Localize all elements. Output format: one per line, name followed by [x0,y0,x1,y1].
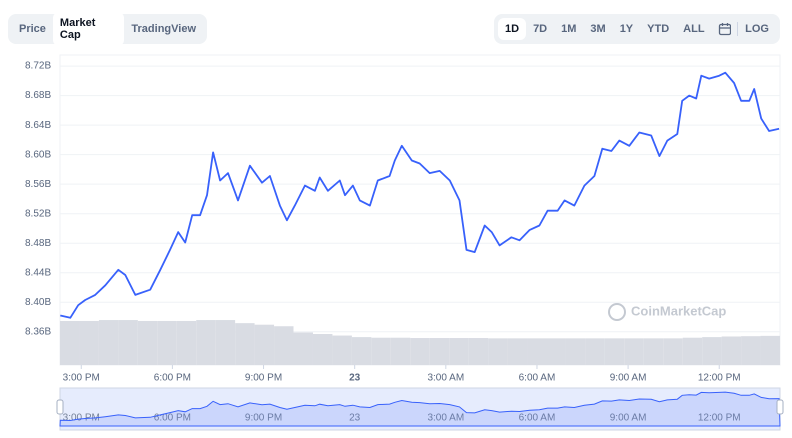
volume-bar [98,320,119,365]
volume-bar [527,338,547,365]
navigator-handle-left [56,399,64,415]
range-1y[interactable]: 1Y [619,23,634,35]
range-all[interactable]: ALL [683,23,705,35]
volume-bar [118,320,138,365]
y-tick-label: 8.56B [25,179,51,190]
volume-bar [682,337,703,365]
volume-bar [371,337,391,365]
divider [737,22,739,36]
plot: 8.36B 8.40B 8.44B 8.48B 8.52B 8.56B 8.60B 8.64B… [25,54,784,431]
x-tick-label: 12:00 PM [698,373,741,384]
range-ytd[interactable]: YTD [647,23,670,35]
x-tick-label: 9:00 PM [245,373,282,384]
volume-bar [196,320,216,365]
y-tick-label: 8.52B [25,208,51,219]
volume-bar [449,338,469,365]
volume-bar [663,338,683,365]
tab-price[interactable]: Price [19,23,46,35]
watermark-text: CoinMarketCap [631,303,726,318]
volume-bar [702,337,722,365]
volume-bar [546,338,566,365]
plot-border [59,54,781,366]
navigator-area [59,391,781,427]
volume-bar [351,337,372,365]
x-tick-label: 6:00 PM [154,373,191,384]
range-1d[interactable]: 1D [498,18,527,40]
volume-bar [235,323,255,365]
navigator-label: 6:00 PM [154,413,191,424]
watermark: CoinMarketCap [608,303,726,321]
y-tick-label: 8.60B [25,149,51,160]
view-tabs: Price Market Cap TradingView [8,12,207,46]
price-line [60,71,780,319]
volume-bar [468,338,489,365]
volume-bar [585,338,605,365]
navigator-label: 3:00 AM [427,413,464,424]
volume-bar [137,320,158,365]
tab-market-cap[interactable]: Market Cap [52,12,125,46]
y-tick-label: 8.36B [25,326,51,337]
volume-bar [157,320,177,365]
volume-bar [274,326,294,365]
volume-bar [565,338,586,365]
volume-bar [312,334,333,365]
y-tick-label: 8.40B [25,297,51,308]
x-tick-label: 3:00 AM [427,373,464,384]
volume-bar [176,320,197,365]
volume-bar [721,336,742,365]
tab-tradingview[interactable]: TradingView [131,23,196,35]
x-tick-label: 9:00 AM [610,373,647,384]
volume-bar [760,335,780,365]
navigator-label: 9:00 AM [610,413,647,424]
navigator-label: 9:00 PM [245,413,282,424]
volume-bar [215,320,236,365]
x-tick-label: 3:00 PM [63,373,100,384]
volume-bar [741,336,761,365]
navigator-handle-right [776,399,784,415]
volume-bar [60,320,80,365]
y-tick-label: 8.48B [25,238,51,249]
navigator-label: 6:00 AM [519,413,556,424]
volume-bar [604,338,625,365]
navigator [59,387,781,431]
volume-bar [254,324,275,365]
range-1m[interactable]: 1M [561,23,577,35]
volume-bar [624,338,644,365]
volume-bar [507,338,528,365]
navigator-label: 23 [349,413,361,424]
navigator-label: 12:00 PM [698,413,741,424]
y-tick-label: 8.72B [25,61,51,72]
volume-bar [410,338,430,365]
y-tick-label: 8.44B [25,267,51,278]
y-tick-label: 8.68B [25,90,51,101]
navigator-label: 3:00 PM [63,413,100,424]
volume-bar [429,338,450,365]
volume-bar [643,338,664,365]
volume-bar [488,338,508,365]
y-tick-label: 8.64B [25,120,51,131]
log-toggle[interactable]: LOG [745,23,769,35]
volume-bar [79,320,99,365]
x-tick-label: 23 [349,373,361,384]
range-tabs: 1D 7D 1M 3M 1Y YTD ALL LOG [494,14,780,44]
volume-bar [293,332,313,365]
range-3m[interactable]: 3M [590,23,606,35]
calendar-icon[interactable] [718,22,732,36]
x-tick-label: 6:00 AM [519,373,556,384]
volume-bar [332,335,352,365]
range-7d[interactable]: 7D [533,23,548,35]
volume-bar [390,337,411,365]
